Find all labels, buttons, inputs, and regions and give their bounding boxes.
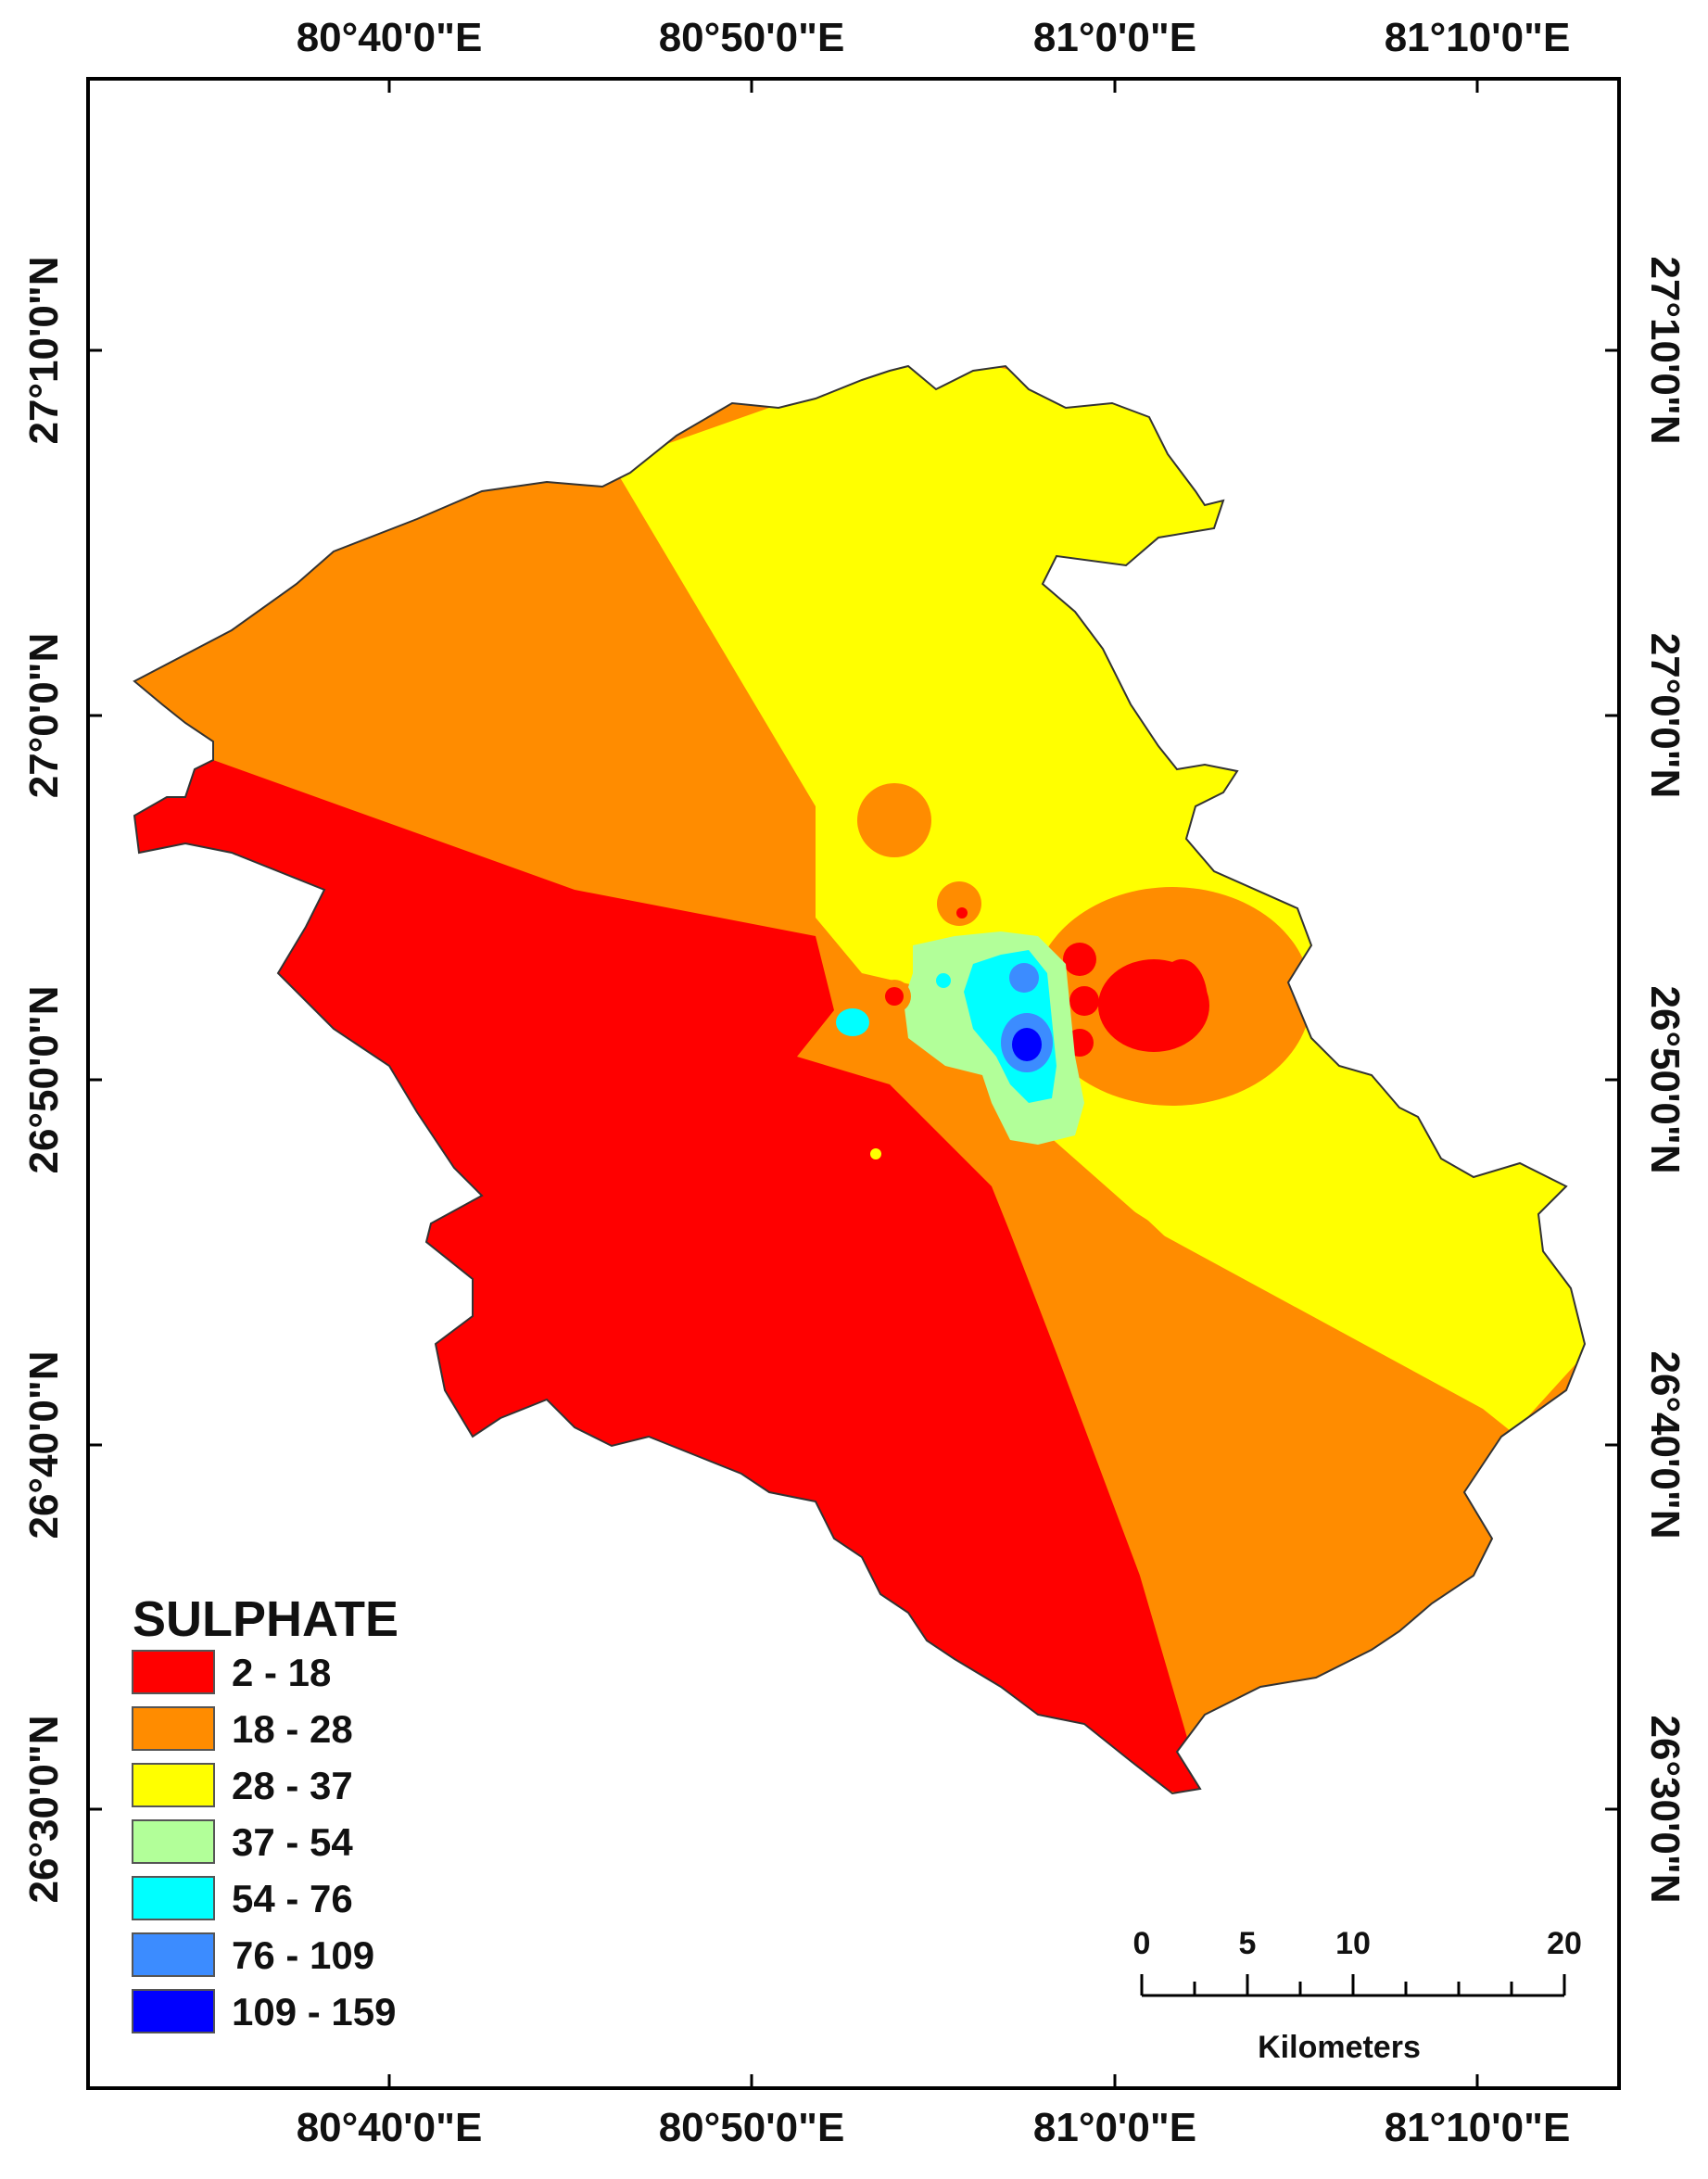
zone-2-18-east-dot-2 [1069, 986, 1099, 1016]
legend-label-4: 37 - 54 [232, 1820, 353, 1864]
scale-bar: 0 5 10 20 Kilometers [1133, 1926, 1582, 2065]
lon-label-top-2: 80°50'0"E [659, 15, 845, 60]
lat-label-left-5: 26°30'0"N [21, 1715, 67, 1903]
lat-label-right-5: 26°30'0"N [1642, 1715, 1688, 1903]
zone-54-76-dot [936, 973, 951, 988]
legend-label-3: 28 - 37 [232, 1764, 353, 1807]
legend-label-1: 2 - 18 [232, 1651, 331, 1694]
lat-label-right-2: 27°0'0"N [1642, 633, 1688, 799]
zone-18-28-blob-1 [857, 783, 931, 857]
zone-2-18-east-lobe [1156, 959, 1208, 1043]
frame-ticks [88, 79, 1619, 2088]
lon-label-bottom-1: 80°40'0"E [297, 2105, 483, 2150]
legend-title: SULPHATE [133, 1591, 399, 1647]
scale-tick-0: 0 [1133, 1926, 1151, 1961]
legend-label-2: 18 - 28 [232, 1707, 353, 1751]
legend-swatch-3 [132, 1763, 215, 1807]
lat-label-left-1: 27°10'0"N [21, 256, 67, 444]
scale-tick-10: 10 [1335, 1926, 1371, 1961]
legend: SULPHATE 2 - 18 18 - 28 28 - 37 37 - 54 … [132, 1591, 399, 2033]
zone-18-28-blob-2 [937, 881, 981, 926]
zone-2-18-east-dot-1 [1063, 943, 1096, 976]
lat-label-right-4: 26°40'0"N [1642, 1350, 1688, 1539]
zone-28-37-dot [870, 1148, 881, 1159]
scale-tick-5: 5 [1239, 1926, 1257, 1961]
legend-swatch-1 [132, 1650, 215, 1694]
lon-label-top-1: 80°40'0"E [297, 15, 483, 60]
district-boundary [133, 364, 1587, 1795]
lat-label-left-4: 26°40'0"N [21, 1350, 67, 1539]
zone-109-159-core [1012, 1028, 1042, 1061]
lat-label-left-3: 26°50'0"N [21, 985, 67, 1173]
lat-label-right-1: 27°10'0"N [1642, 256, 1688, 444]
lat-label-left-2: 27°0'0"N [21, 633, 67, 799]
zone-54-76-west [836, 1008, 869, 1036]
legend-label-7: 109 - 159 [232, 1990, 396, 2033]
zone-76-109-north [1009, 963, 1039, 993]
legend-label-6: 76 - 109 [232, 1933, 374, 1977]
scale-unit: Kilometers [1258, 2030, 1421, 2065]
legend-swatch-5 [132, 1876, 215, 1920]
zone-2-18-dot-1 [956, 907, 968, 918]
zone-28-37-north [612, 366, 1585, 1446]
zone-2-18-west-dot [885, 987, 904, 1006]
lon-label-bottom-2: 80°50'0"E [659, 2105, 845, 2150]
lon-label-bottom-4: 81°10'0"E [1385, 2105, 1571, 2150]
legend-swatch-7 [132, 1989, 215, 2033]
legend-swatch-6 [132, 1932, 215, 1977]
lon-label-top-3: 81°0'0"E [1033, 15, 1196, 60]
legend-swatch-4 [132, 1819, 215, 1864]
scale-tick-20: 20 [1547, 1926, 1582, 1961]
lon-label-top-4: 81°10'0"E [1385, 15, 1571, 60]
lon-label-bottom-3: 81°0'0"E [1033, 2105, 1196, 2150]
lat-label-right-3: 26°50'0"N [1642, 985, 1688, 1173]
legend-label-5: 54 - 76 [232, 1877, 353, 1920]
legend-swatch-2 [132, 1706, 215, 1751]
